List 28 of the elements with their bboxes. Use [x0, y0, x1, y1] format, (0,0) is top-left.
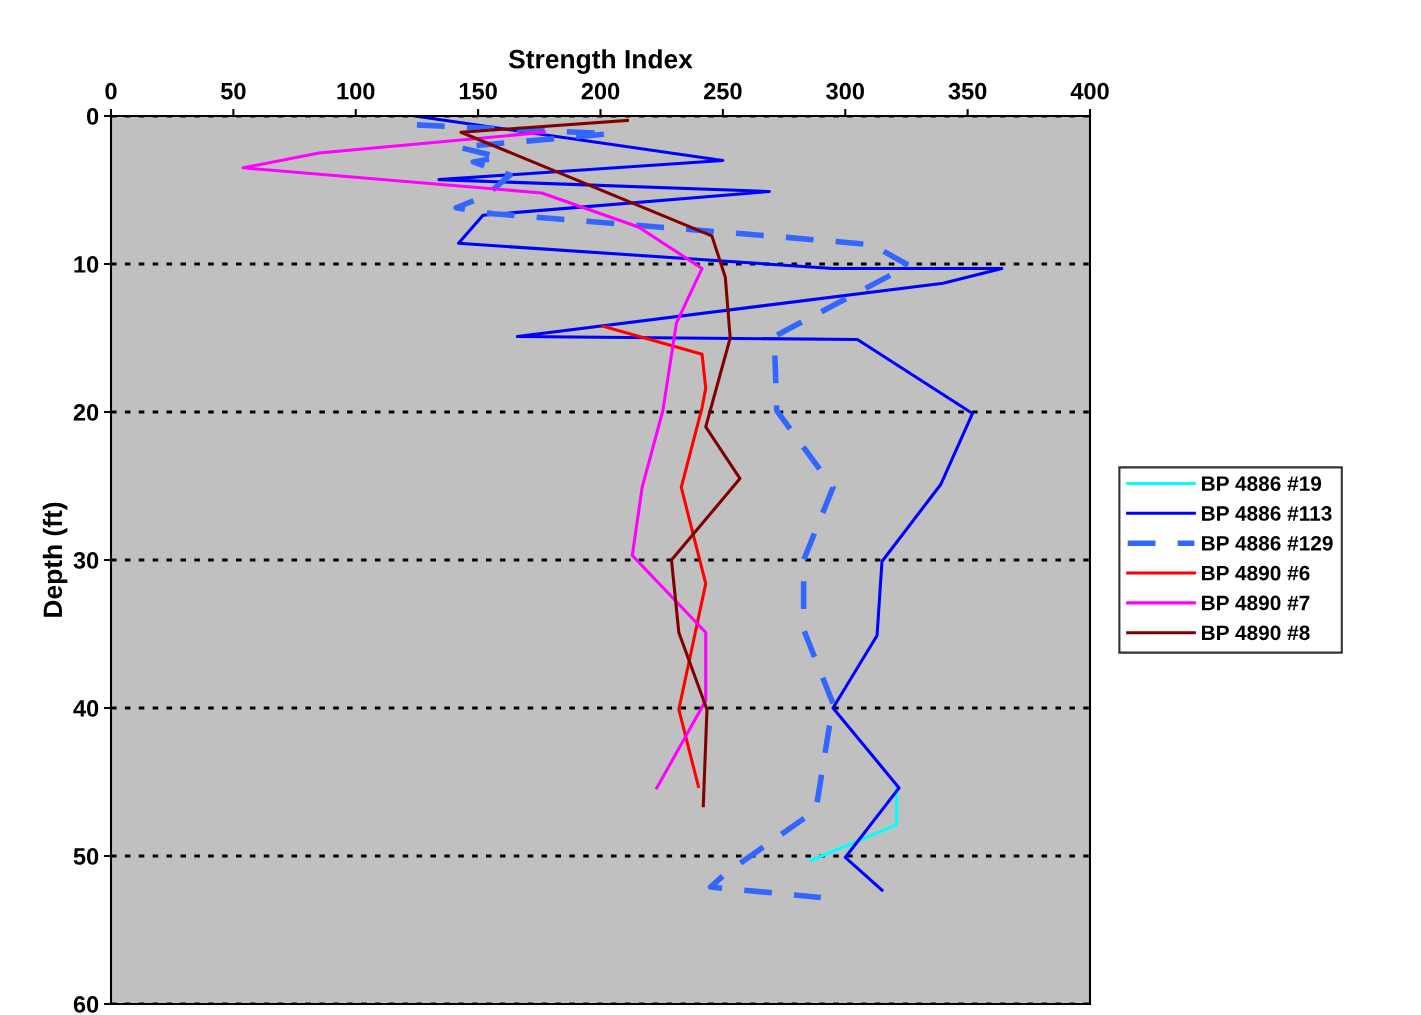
line-series	[459, 118, 742, 808]
line-series	[601, 324, 708, 788]
legend-label: BP 4886 #19	[1202, 476, 1322, 491]
y-tick-label: 50	[73, 848, 99, 865]
legend-label: BP 4890 #8	[1202, 625, 1310, 641]
legend-label: BP 4886 #113	[1202, 506, 1332, 521]
x-tick-label: 200	[581, 82, 620, 100]
x-tick-label: 100	[337, 82, 375, 100]
x-tick-label: 400	[1070, 82, 1109, 100]
x-tick-label: 150	[459, 82, 497, 100]
legend-label: BP 4886 #129	[1202, 535, 1333, 551]
y-tick-label: 0	[87, 108, 99, 125]
line-series	[241, 130, 708, 790]
x-tick-label: 300	[826, 82, 864, 100]
legend-label: BP 4890 #7	[1202, 595, 1310, 611]
x-tick-label: 50	[220, 82, 246, 100]
y-tick-label: 60	[73, 996, 99, 1013]
x-tick-label: 0	[105, 82, 117, 100]
line-series	[412, 116, 1004, 892]
legend-label: BP 4890 #6	[1202, 565, 1310, 581]
y-tick-label: 10	[74, 256, 99, 273]
y-tick-label: 30	[73, 552, 99, 569]
x-tick-label: 350	[948, 82, 987, 100]
y-axis-title: Depth (ft)	[42, 502, 68, 617]
y-tick-label: 40	[73, 700, 99, 717]
x-axis-title: Strength Index	[508, 49, 693, 74]
x-tick-label: 250	[704, 82, 742, 100]
y-tick-label: 20	[73, 404, 99, 421]
